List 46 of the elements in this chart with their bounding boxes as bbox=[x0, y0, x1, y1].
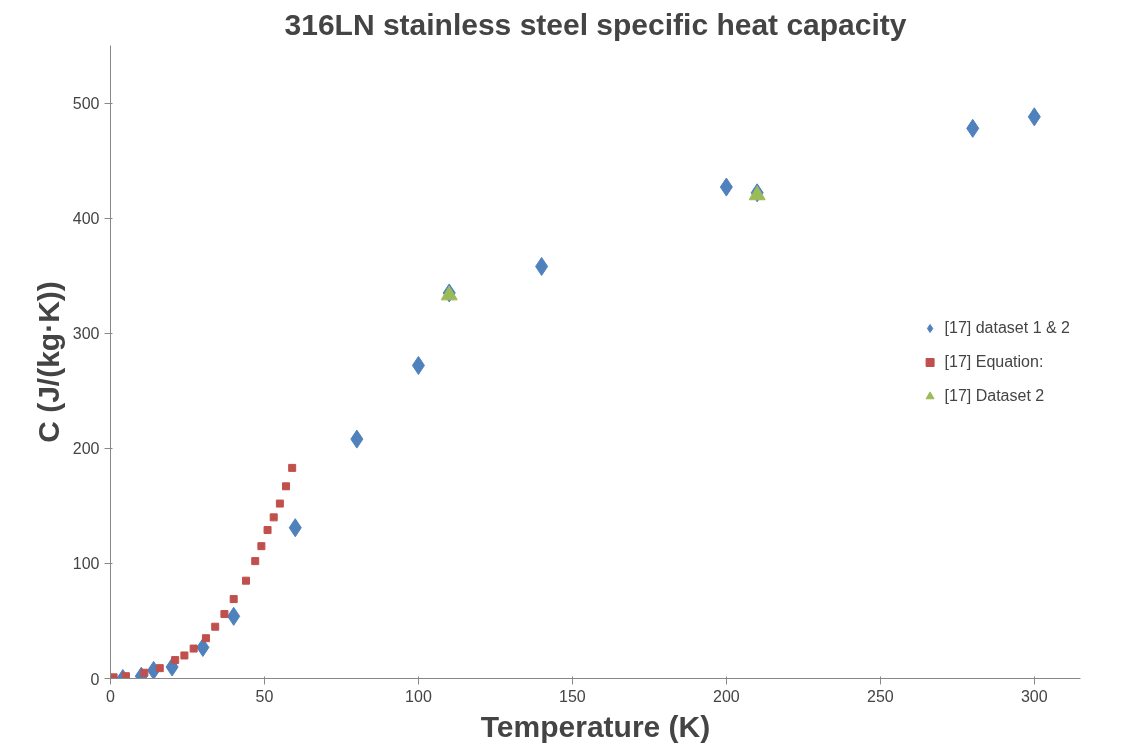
point bbox=[110, 673, 118, 679]
point bbox=[211, 622, 220, 631]
x-tick-label: 300 bbox=[1020, 687, 1048, 705]
x-tick-label: 0 bbox=[106, 687, 116, 705]
point bbox=[155, 664, 164, 673]
point bbox=[201, 634, 210, 643]
point bbox=[1027, 107, 1041, 127]
point bbox=[180, 651, 189, 660]
point bbox=[350, 429, 364, 449]
point bbox=[171, 656, 180, 665]
point bbox=[241, 576, 250, 585]
point bbox=[535, 256, 549, 276]
point bbox=[411, 355, 425, 375]
y-tick-label: 200 bbox=[72, 440, 100, 458]
y-tick-label: 100 bbox=[72, 555, 100, 573]
point bbox=[257, 542, 266, 551]
x-tick-label: 250 bbox=[866, 687, 894, 705]
point bbox=[263, 526, 272, 535]
x-tick-label: 100 bbox=[405, 687, 432, 705]
y-tick-label: 400 bbox=[72, 210, 100, 228]
point bbox=[966, 118, 980, 138]
point bbox=[288, 518, 302, 538]
point bbox=[275, 499, 284, 508]
point bbox=[227, 606, 241, 626]
y-tick-label: 500 bbox=[72, 95, 100, 113]
point bbox=[288, 463, 297, 472]
legend-label: [17] Equation: bbox=[944, 352, 1044, 371]
point bbox=[229, 595, 238, 604]
y-tick-label: 300 bbox=[72, 325, 100, 343]
legend-label: [17] Dataset 2 bbox=[944, 386, 1045, 405]
point bbox=[719, 177, 733, 197]
x-axis-title: Temperature (K) bbox=[480, 709, 711, 743]
y-tick-label: 0 bbox=[90, 670, 100, 688]
y-axis-title: C (J/(kg·K)) bbox=[31, 281, 65, 443]
point bbox=[189, 644, 198, 653]
point bbox=[220, 610, 229, 619]
point bbox=[196, 637, 210, 657]
x-tick-label: 150 bbox=[559, 687, 586, 705]
chart-title: 316LN stainless steel specific heat capacity bbox=[284, 7, 907, 41]
point bbox=[121, 672, 130, 679]
point bbox=[251, 557, 260, 566]
x-tick-label: 200 bbox=[713, 687, 740, 705]
x-tick-label: 50 bbox=[255, 687, 274, 705]
point bbox=[282, 482, 291, 491]
point bbox=[269, 513, 278, 522]
legend-label: [17] dataset 1 & 2 bbox=[944, 318, 1070, 337]
